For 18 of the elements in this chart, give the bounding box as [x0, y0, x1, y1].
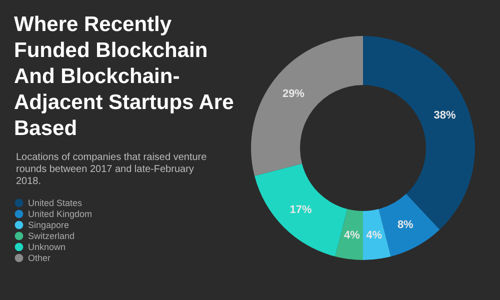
- data-label: 8%: [397, 219, 414, 232]
- data-label: 4%: [344, 229, 360, 242]
- legend-label: Switzerland: [28, 231, 75, 241]
- data-label: 17%: [290, 204, 312, 216]
- donut-slice: [335, 209, 363, 260]
- legend-label: Unknown: [28, 242, 66, 252]
- legend-label: United Kingdom: [28, 209, 92, 219]
- donut-slice: [251, 36, 363, 176]
- text: Where Recently Funded Blockchain And Blockchain-Adjacent Startups Are Based: [14, 12, 235, 142]
- data-label: 4%: [366, 229, 382, 242]
- data-label: 38%: [434, 110, 456, 122]
- donut-slice: [363, 36, 475, 230]
- donut-slice: [363, 209, 391, 260]
- text: Locations of companies that raised venture rounds between 2017 and late-February 2018.: [16, 152, 208, 188]
- legend-label: United States: [28, 198, 83, 208]
- data-label: 29%: [282, 88, 305, 100]
- legend-label: Other: [28, 253, 51, 263]
- legend-label: Singapore: [28, 220, 70, 230]
